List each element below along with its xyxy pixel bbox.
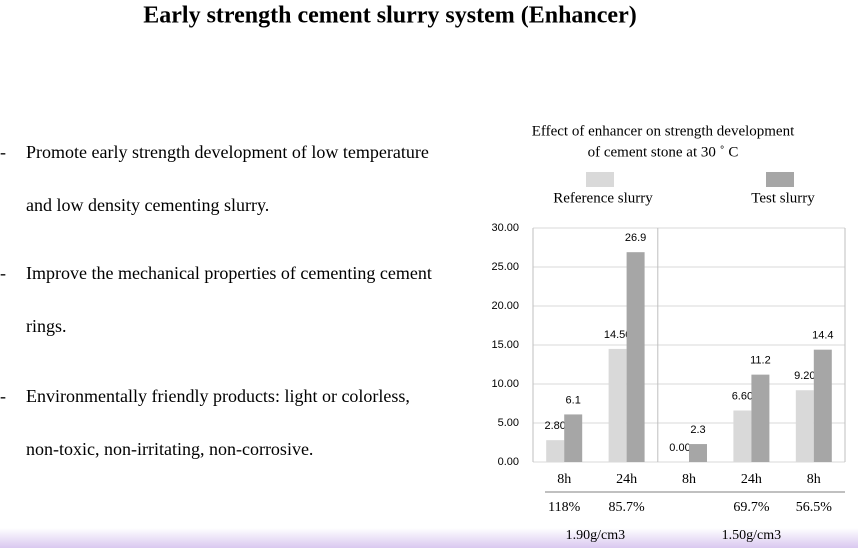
bullet-marker: -: [0, 386, 6, 406]
value-label: 2.3: [690, 424, 705, 436]
x-tick-label: 8h: [557, 472, 571, 487]
x-tick-label: 8h: [807, 472, 821, 487]
bar: [689, 444, 707, 462]
value-label: 11.2: [750, 355, 771, 367]
bar: [733, 410, 752, 462]
value-label: 0.00: [669, 442, 690, 454]
chart-title: Effect of enhancer on strength developme…: [532, 123, 795, 139]
y-tick-label: 25.00: [491, 261, 519, 273]
y-tick-label: 30.00: [491, 222, 519, 234]
bullet-text: Promote early strength development of lo…: [26, 142, 429, 162]
bar: [751, 374, 770, 462]
value-label: 26.9: [625, 232, 646, 244]
bar: [546, 440, 565, 462]
ratio-label: 118%: [548, 500, 580, 515]
ratio-label: 56.5%: [796, 500, 833, 515]
value-label: 6.60: [732, 390, 753, 402]
value-label: 14.50: [604, 329, 632, 341]
legend-swatch: [766, 172, 794, 187]
value-label: 2.80: [544, 420, 565, 432]
footer-band: [0, 528, 858, 548]
legend-label: Reference slurry: [553, 190, 653, 206]
group-label: 1.50g/cm3: [722, 528, 782, 543]
bar: [795, 390, 814, 462]
value-label: 9.20: [794, 370, 815, 382]
x-tick-label: 8h: [682, 472, 696, 487]
legend-label: Test slurry: [751, 190, 815, 206]
bar: [626, 252, 645, 462]
x-tick-label: 24h: [616, 472, 637, 487]
bullet-text: Environmentally friendly products: light…: [26, 386, 410, 406]
bullet-marker: -: [0, 142, 6, 162]
slide-title: Early strength cement slurry system (Enh…: [143, 3, 636, 29]
ratio-label: 85.7%: [609, 500, 646, 515]
ratio-label: 69.7%: [733, 500, 770, 515]
y-tick-label: 0.00: [498, 456, 519, 468]
group-label: 1.90g/cm3: [566, 528, 626, 543]
value-label: 6.1: [566, 394, 581, 406]
bullet-marker: -: [0, 263, 6, 283]
chart-title: of cement stone at 30 ˚ C: [588, 144, 739, 160]
value-label: 14.4: [812, 330, 833, 342]
bullet-text: non-toxic, non-irritating, non-corrosive…: [26, 439, 313, 459]
legend-swatch: [586, 172, 614, 187]
y-tick-label: 10.00: [491, 378, 519, 390]
y-tick-label: 15.00: [491, 339, 519, 351]
y-tick-label: 20.00: [491, 300, 519, 312]
bullet-text: and low density cementing slurry.: [26, 195, 269, 215]
bullet-text: Improve the mechanical properties of cem…: [26, 263, 432, 283]
bar: [564, 414, 583, 462]
y-tick-label: 5.00: [498, 417, 519, 429]
bar: [608, 348, 627, 462]
bullet-text: rings.: [26, 316, 67, 336]
bar: [813, 349, 832, 462]
x-tick-label: 24h: [741, 472, 762, 487]
